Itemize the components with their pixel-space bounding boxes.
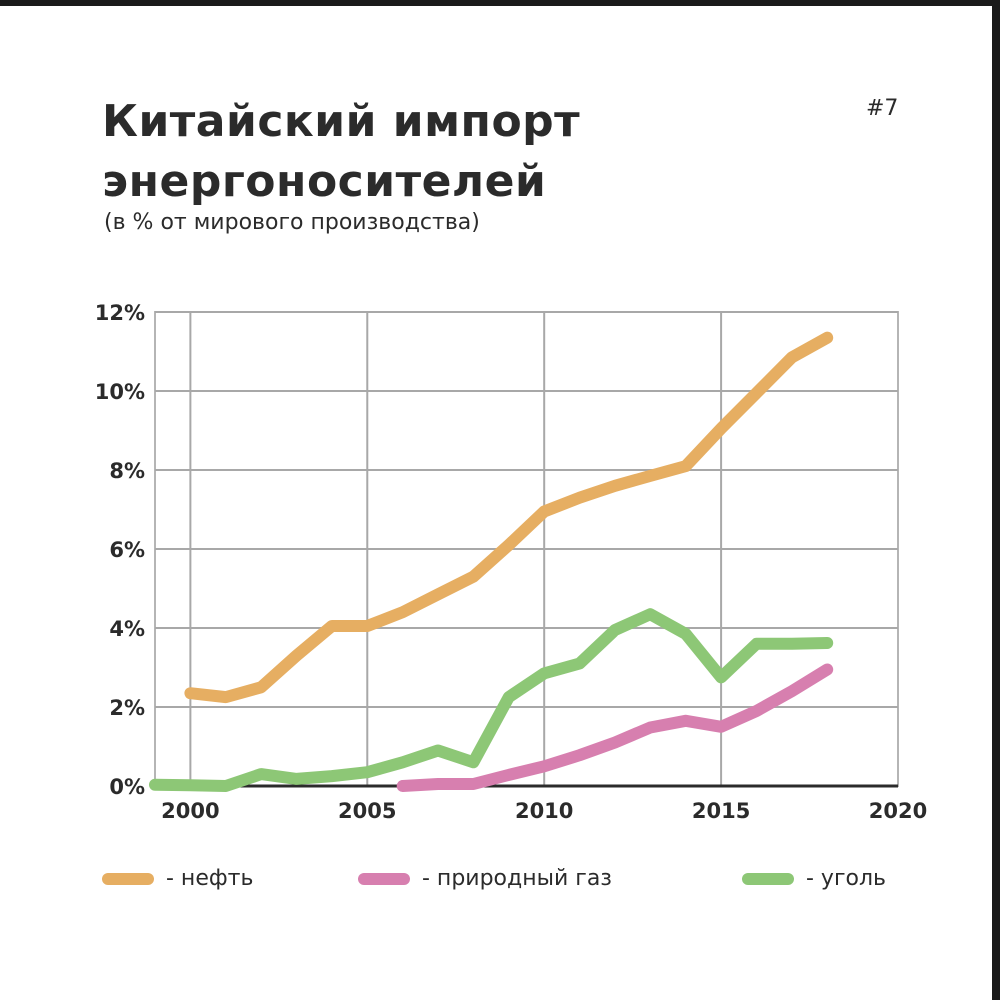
x-tick-label: 2005 — [338, 799, 396, 823]
y-tick-label: 8% — [109, 459, 145, 483]
chart-subtitle: (в % от мирового производства) — [104, 210, 480, 235]
torn-paper-edge-right — [992, 0, 1000, 1000]
x-tick-label: 2020 — [869, 799, 927, 823]
y-tick-label: 12% — [95, 301, 145, 325]
series-line-natural-gas — [396, 663, 834, 792]
legend-swatch-natural-gas — [358, 873, 410, 885]
legend-label-natural-gas: - природный газ — [422, 866, 612, 891]
y-tick-label: 6% — [109, 538, 145, 562]
legend-swatch-coal — [742, 873, 794, 885]
chart-title: Китайский импорт энергоносителей — [102, 96, 581, 207]
y-tick-label: 2% — [109, 696, 145, 720]
slide-number-badge: #7 — [866, 96, 899, 121]
legend-swatch-oil — [102, 873, 154, 885]
x-tick-label: 2000 — [161, 799, 219, 823]
series-line-coal — [149, 608, 834, 792]
y-tick-label: 10% — [95, 380, 145, 404]
series-line-oil — [184, 331, 834, 704]
x-tick-label: 2015 — [692, 799, 750, 823]
legend-label-oil: - нефть — [166, 866, 254, 891]
legend-label-coal: - уголь — [806, 866, 886, 891]
torn-paper-edge-top — [0, 0, 1000, 6]
y-tick-label: 0% — [109, 775, 145, 799]
x-tick-label: 2010 — [515, 799, 573, 823]
y-tick-label: 4% — [109, 617, 145, 641]
